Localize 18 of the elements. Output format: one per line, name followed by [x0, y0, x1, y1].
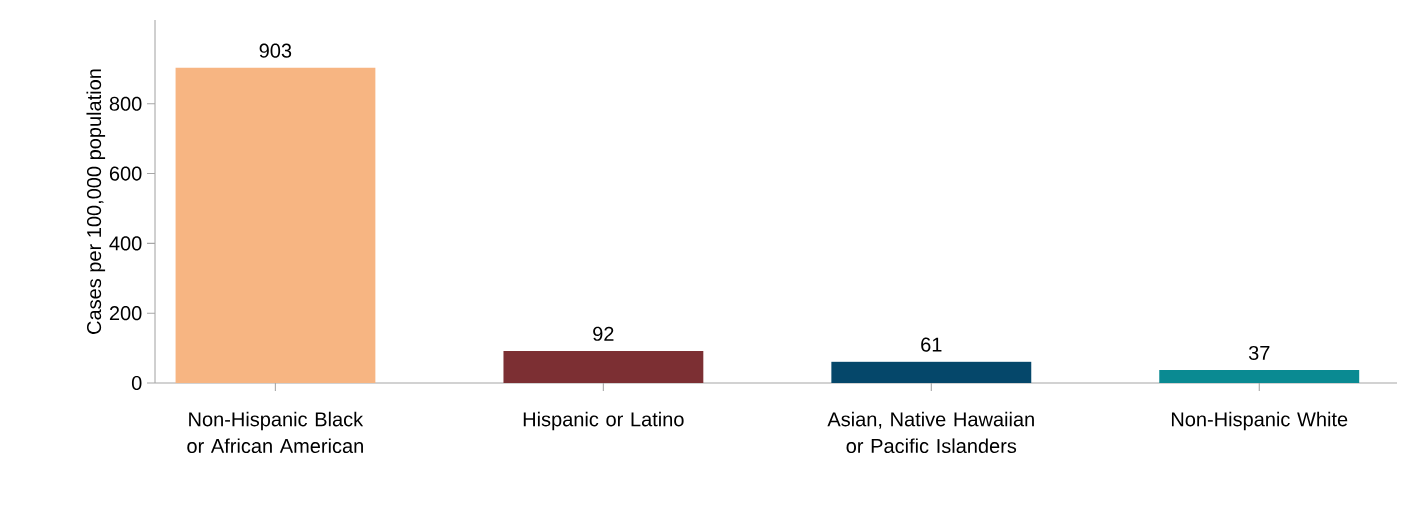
bar: [831, 361, 1032, 383]
x-tick-label: Non-Hispanic Black or African American: [187, 411, 364, 454]
bar: [1159, 370, 1360, 383]
x-tick-label: Non-Hispanic White: [1171, 411, 1348, 431]
data-label: 37: [1248, 345, 1270, 361]
bar: [175, 67, 376, 383]
bar: [503, 350, 704, 383]
y-axis-title: Cases per 100,000 population: [86, 69, 106, 334]
y-tick-label: 600: [109, 166, 142, 181]
data-label: 903: [259, 43, 292, 58]
x-tick-label: Hispanic or Latino: [523, 411, 684, 431]
x-tick-label: Asian, Native Hawaiian or Pacific Islanders: [827, 411, 1034, 454]
y-tick-label: 0: [131, 375, 142, 391]
data-label: 92: [593, 326, 614, 341]
y-tick-label: 200: [109, 306, 142, 321]
y-tick-label: 800: [109, 96, 142, 111]
y-tick-label: 400: [109, 236, 142, 251]
data-label: 61: [921, 337, 942, 352]
